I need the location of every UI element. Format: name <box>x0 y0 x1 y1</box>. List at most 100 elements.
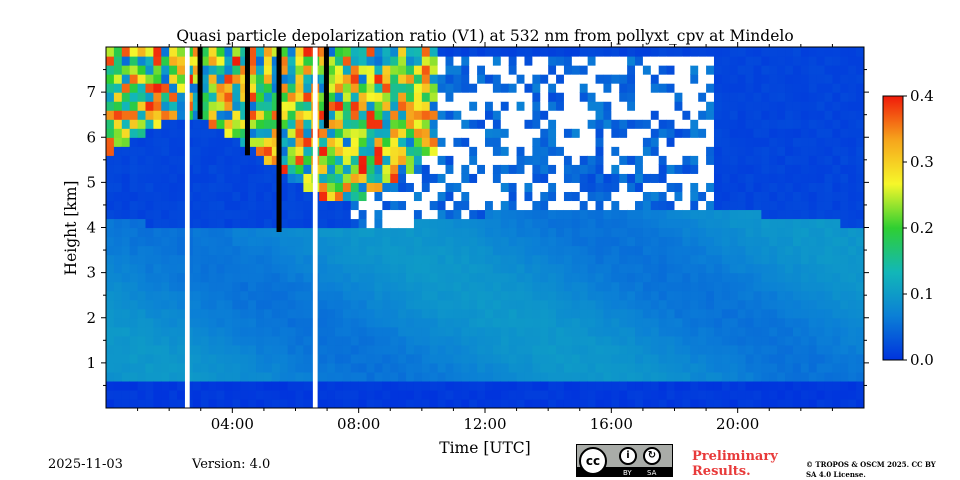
heatmap-cell <box>548 398 557 408</box>
heatmap-cell <box>674 137 683 147</box>
heatmap-cell <box>279 182 289 192</box>
heatmap-cell <box>619 191 628 202</box>
heatmap-cell <box>635 56 644 66</box>
heatmap-cell <box>832 344 841 355</box>
heatmap-cell <box>587 308 597 319</box>
heatmap-cell <box>113 218 123 229</box>
heatmap-cell <box>208 263 218 274</box>
heatmap-cell <box>619 218 628 229</box>
heatmap-cell <box>682 344 691 355</box>
heatmap-cell <box>690 218 699 229</box>
heatmap-cell <box>563 101 573 111</box>
heatmap-cell <box>342 83 352 93</box>
heatmap-cell <box>366 155 376 165</box>
heatmap-cell <box>248 335 257 346</box>
heatmap-cell <box>248 65 257 75</box>
heatmap-cell <box>224 398 233 408</box>
heatmap-cell <box>200 128 210 138</box>
heatmap-cell <box>824 344 834 355</box>
heatmap-cell <box>445 137 455 147</box>
heatmap-cell <box>579 218 589 229</box>
heatmap-cell <box>453 47 462 57</box>
heatmap-cell <box>334 380 344 391</box>
heatmap-cell <box>240 263 249 274</box>
heatmap-cell <box>792 272 802 283</box>
heatmap-cell <box>595 281 605 292</box>
heatmap-cell <box>524 281 533 292</box>
heatmap-cell <box>113 245 123 256</box>
heatmap-cell <box>129 227 139 238</box>
heatmap-cell <box>327 182 336 192</box>
heatmap-cell <box>263 362 273 373</box>
heatmap-cell <box>713 164 723 174</box>
heatmap-cell <box>848 272 857 283</box>
heatmap-cell <box>713 119 723 129</box>
heatmap-cell <box>350 128 360 138</box>
heatmap-cell <box>216 236 226 247</box>
heatmap-cell <box>295 398 304 408</box>
heatmap-cell <box>516 146 526 156</box>
heatmap-cell <box>437 362 447 373</box>
heatmap-cell <box>706 281 715 292</box>
heatmap-cell <box>485 65 494 75</box>
heatmap-cell <box>248 155 257 165</box>
heatmap-cell <box>579 164 589 174</box>
heatmap-cell <box>508 380 518 391</box>
heatmap-cell <box>682 128 691 138</box>
heatmap-cell <box>129 362 139 373</box>
heatmap-cell <box>208 290 218 301</box>
heatmap-cell <box>137 344 147 355</box>
heatmap-cell <box>358 65 368 75</box>
heatmap-cell <box>808 65 818 75</box>
heatmap-cell <box>421 173 431 183</box>
heatmap-cell <box>548 92 557 102</box>
heatmap-cell <box>761 128 770 138</box>
heatmap-cell <box>611 290 620 301</box>
heatmap-cell <box>848 263 857 274</box>
heatmap-cell <box>106 47 115 57</box>
heatmap-cell <box>121 119 131 129</box>
heatmap-cell <box>516 137 526 147</box>
heatmap-cell <box>477 191 486 202</box>
heatmap-cell <box>169 353 178 364</box>
heatmap-cell <box>611 74 620 84</box>
heatmap-cell <box>445 200 455 211</box>
heatmap-cell <box>492 218 502 229</box>
heatmap-cell <box>453 101 462 111</box>
heatmap-cell <box>129 128 139 138</box>
heatmap-cell <box>587 110 597 120</box>
heatmap-cell <box>224 371 233 382</box>
heatmap-cell <box>374 137 383 147</box>
heatmap-cell <box>698 200 707 211</box>
heatmap-cell <box>485 200 494 211</box>
heatmap-cell <box>635 290 644 301</box>
heatmap-cell <box>595 164 605 174</box>
heatmap-cell <box>295 128 304 138</box>
heatmap-cell <box>334 371 344 382</box>
heatmap-cell <box>477 344 486 355</box>
heatmap-cell <box>658 74 668 84</box>
heatmap-cell <box>208 173 218 183</box>
heatmap-cell <box>745 47 755 57</box>
heatmap-cell <box>256 272 265 283</box>
heatmap-cell <box>200 200 210 211</box>
heatmap-cell <box>358 137 368 147</box>
heatmap-cell <box>650 353 660 364</box>
heatmap-cell <box>208 362 218 373</box>
heatmap-cell <box>603 362 612 373</box>
heatmap-cell <box>508 101 518 111</box>
heatmap-cell <box>808 380 818 391</box>
heatmap-cell <box>737 245 747 256</box>
heatmap-cell <box>224 389 233 400</box>
heatmap-cell <box>358 110 368 120</box>
heatmap-cell <box>295 209 304 220</box>
heatmap-cell <box>453 299 462 310</box>
heatmap-cell <box>548 164 557 174</box>
heatmap-cell <box>319 344 328 355</box>
heatmap-cell <box>808 173 818 183</box>
heatmap-cell <box>445 389 455 400</box>
heatmap-cell <box>792 110 802 120</box>
heatmap-cell <box>390 191 399 202</box>
heatmap-cell <box>777 155 786 165</box>
heatmap-cell <box>390 236 399 247</box>
